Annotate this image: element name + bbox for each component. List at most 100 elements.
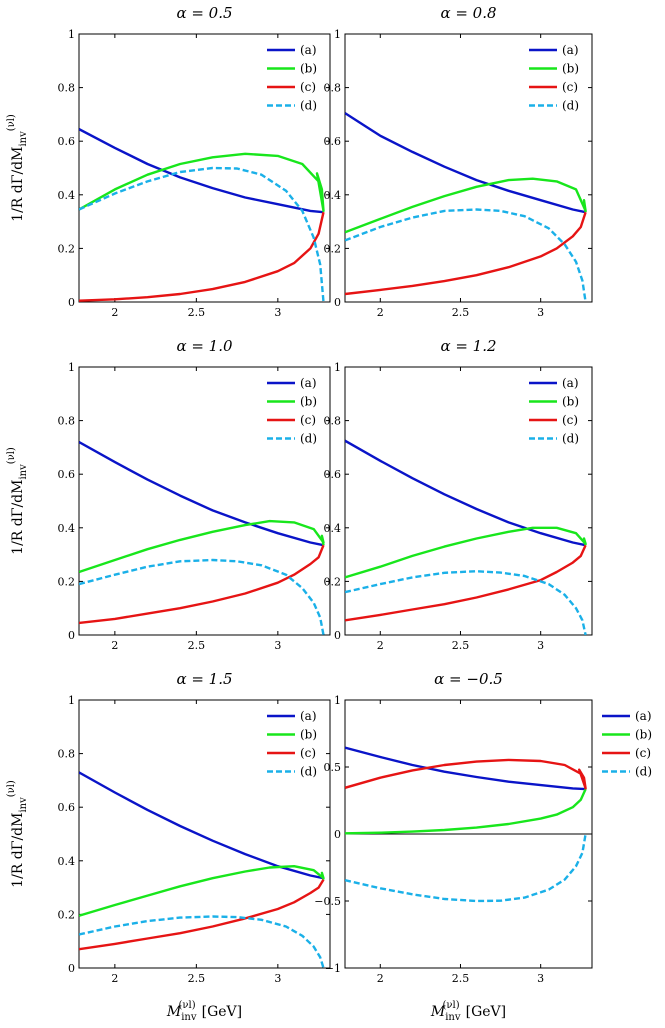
x-tick-label: 2.5: [188, 306, 206, 319]
legend-label: (a): [562, 376, 579, 390]
legend-label: (d): [562, 99, 579, 113]
x-tick-label: 2.5: [452, 306, 470, 319]
y-tick-label: 0.4: [58, 189, 76, 202]
x-axis-label: Minv(νl) [GeV]: [430, 1000, 506, 1023]
svg-text:1/R dΓ/dMinv(νl): 1/R dΓ/dMinv(νl): [6, 447, 29, 555]
chart-panel-1: α = 0.5 2 2.5 3 0 0.2 0.4 0.6 0.8 1 (a) (b) (c) (d): [58, 4, 331, 319]
x-tick-label: 2: [377, 972, 384, 985]
series-line-d: [79, 915, 325, 968]
x-tick-label: 2: [111, 639, 118, 652]
chart-panel-3: α = 1.0 2 2.5 3 0 0.2 0.4 0.6 0.8 1 (a) (b) (c) (d): [58, 337, 331, 652]
series-line-c: [79, 878, 325, 951]
y-tick-label: 1: [68, 694, 75, 707]
x-tick-label: 3: [537, 639, 544, 652]
x-tick-label: 2.5: [188, 639, 206, 652]
y-tick-label: 0.4: [58, 855, 76, 868]
series-line-d: [345, 208, 587, 302]
y-tick-label: −1: [325, 962, 341, 975]
y-tick-label: 0: [68, 296, 75, 309]
x-tick-label: 3: [537, 972, 544, 985]
series-line-d: [79, 166, 325, 302]
series-line-d: [345, 833, 587, 903]
plot-frame: [344, 33, 593, 303]
series-line-b: [79, 152, 325, 213]
legend-label: (d): [562, 432, 579, 446]
legend-label: (a): [300, 376, 317, 390]
plot-frame: [78, 699, 331, 969]
y-tick-label: 1: [334, 361, 341, 374]
x-axis-label: Minv(νl) [GeV]: [166, 1000, 242, 1023]
x-tick-label: 2: [377, 306, 384, 319]
legend-label: (b): [562, 395, 579, 409]
legend-label: (a): [300, 43, 317, 57]
series-line-a: [345, 112, 586, 214]
x-tick-label: 2.5: [452, 972, 470, 985]
series-line-c: [345, 758, 587, 790]
chart-panel-5: α = 1.5 2 2.5 3 0 0.2 0.4 0.6 0.8 1 (a) (b) (c) (d): [58, 670, 331, 985]
x-tick-label: 2: [377, 639, 384, 652]
series-line-a: [79, 440, 324, 547]
chart-panel-6: α = −0.5 2 2.5 3 −1 −0.5 0 0.5 1 (a) (b) (c) (d): [314, 670, 652, 985]
series-line-a: [345, 439, 586, 547]
panel-title: α = 1.2: [440, 337, 496, 355]
series-line-c: [79, 211, 325, 302]
y-tick-label: 1: [334, 28, 341, 41]
legend-label: (d): [635, 765, 652, 779]
y-tick-label: 0.2: [58, 575, 76, 588]
y-tick-label: 0.2: [324, 242, 342, 255]
legend-label: (b): [635, 728, 652, 742]
legend-label: (c): [635, 746, 651, 760]
x-tick-label: 2.5: [452, 639, 470, 652]
chart-panel-4: α = 1.2 2 2.5 3 0 0.2 0.4 0.6 0.8 1 (a) (b) (c) (d): [324, 337, 593, 652]
x-tick-label: 2: [111, 972, 118, 985]
legend-label: (d): [300, 432, 317, 446]
y-tick-label: 0.2: [324, 575, 342, 588]
y-tick-label: 0.8: [324, 415, 342, 428]
legend-label: (b): [300, 728, 317, 742]
y-axis-label: 1/R dΓ/dMinv(νl): [6, 780, 29, 888]
x-tick-label: 2.5: [188, 972, 206, 985]
y-tick-label: 0: [68, 629, 75, 642]
x-tick-label: 2: [111, 306, 118, 319]
series-line-b: [345, 177, 587, 234]
y-tick-label: 0.8: [58, 748, 76, 761]
y-tick-label: 0.6: [324, 135, 342, 148]
series-line-c: [79, 544, 325, 625]
legend-label: (c): [300, 413, 316, 427]
y-axis-label: 1/R dΓ/dMinv(νl): [6, 114, 29, 222]
y-tick-label: 0.5: [324, 761, 342, 774]
y-tick-label: 0.4: [324, 522, 342, 535]
legend-label: (c): [562, 80, 578, 94]
series-line-c: [345, 544, 587, 622]
y-tick-label: 0.8: [58, 82, 76, 95]
legend-label: (a): [635, 709, 652, 723]
panel-title: α = 1.5: [176, 670, 232, 688]
y-tick-label: −0.5: [314, 895, 341, 908]
legend-label: (a): [300, 709, 317, 723]
x-tick-label: 3: [274, 306, 281, 319]
panel-title: α = −0.5: [434, 670, 503, 688]
series-line-a: [79, 771, 324, 880]
y-tick-label: 1: [68, 361, 75, 374]
panel-title: α = 1.0: [176, 337, 233, 355]
chart-panel-2: α = 0.8 2 2.5 3 0 0.2 0.4 0.6 0.8 1 (a) (b) (c) (d): [324, 4, 593, 319]
y-tick-label: 0.4: [58, 522, 76, 535]
series-line-a: [345, 746, 586, 791]
y-tick-label: 0: [334, 296, 341, 309]
panel-title: α = 0.8: [440, 4, 496, 22]
x-tick-label: 3: [537, 306, 544, 319]
x-tick-label: 3: [274, 972, 281, 985]
y-tick-label: 0.8: [324, 82, 342, 95]
plot-frame: [78, 366, 331, 636]
y-tick-label: 0.6: [58, 801, 76, 814]
y-tick-label: 0: [334, 828, 341, 841]
series-line-b: [79, 519, 325, 574]
legend-label: (c): [300, 80, 316, 94]
series-line-b: [79, 865, 325, 917]
series-line-c: [345, 211, 587, 296]
legend-label: (d): [300, 99, 317, 113]
y-tick-label: 0.6: [324, 468, 342, 481]
legend-label: (c): [562, 413, 578, 427]
legend-label: (b): [300, 62, 317, 76]
